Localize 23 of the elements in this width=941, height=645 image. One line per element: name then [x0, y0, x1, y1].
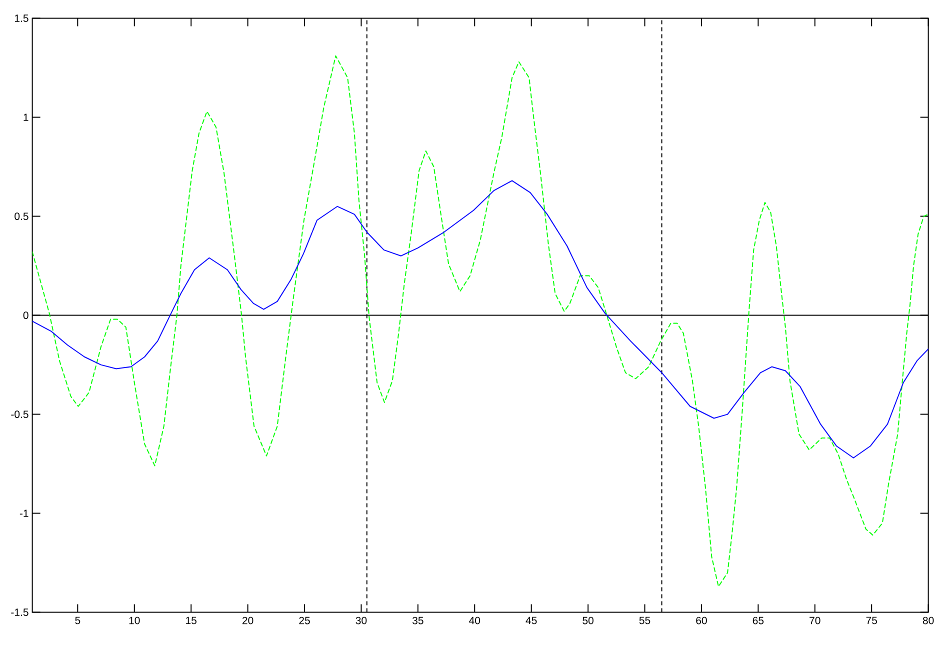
x-tick-label: 25: [299, 616, 310, 624]
x-tick-label: 5: [75, 616, 80, 624]
y-tick-label: 0.5: [14, 212, 28, 220]
x-tick-label: 15: [186, 616, 196, 624]
y-tick-label: 1.5: [14, 14, 28, 22]
x-tick-label: 20: [242, 616, 254, 624]
x-tick-label: 60: [696, 616, 707, 624]
y-tick-label: 0: [23, 312, 28, 320]
x-tick-label: 55: [639, 616, 650, 624]
x-tick-label: 75: [866, 616, 878, 624]
y-tick-label: -1: [20, 510, 28, 517]
y-tick-label: 1: [24, 114, 28, 121]
x-tick-label: 30: [356, 616, 367, 624]
y-tick-label: -1.5: [11, 608, 28, 616]
x-tick-label: 50: [582, 616, 594, 624]
x-tick-label: 40: [469, 616, 480, 624]
y-tick-label: -0.5: [11, 410, 28, 418]
x-tick-label: 80: [922, 616, 934, 624]
x-tick-label: 70: [810, 616, 820, 624]
x-tick-label: 65: [752, 616, 764, 624]
x-tick-label: 35: [412, 616, 424, 624]
x-tick-label: 10: [129, 616, 140, 624]
x-tick-label: 45: [526, 616, 537, 624]
